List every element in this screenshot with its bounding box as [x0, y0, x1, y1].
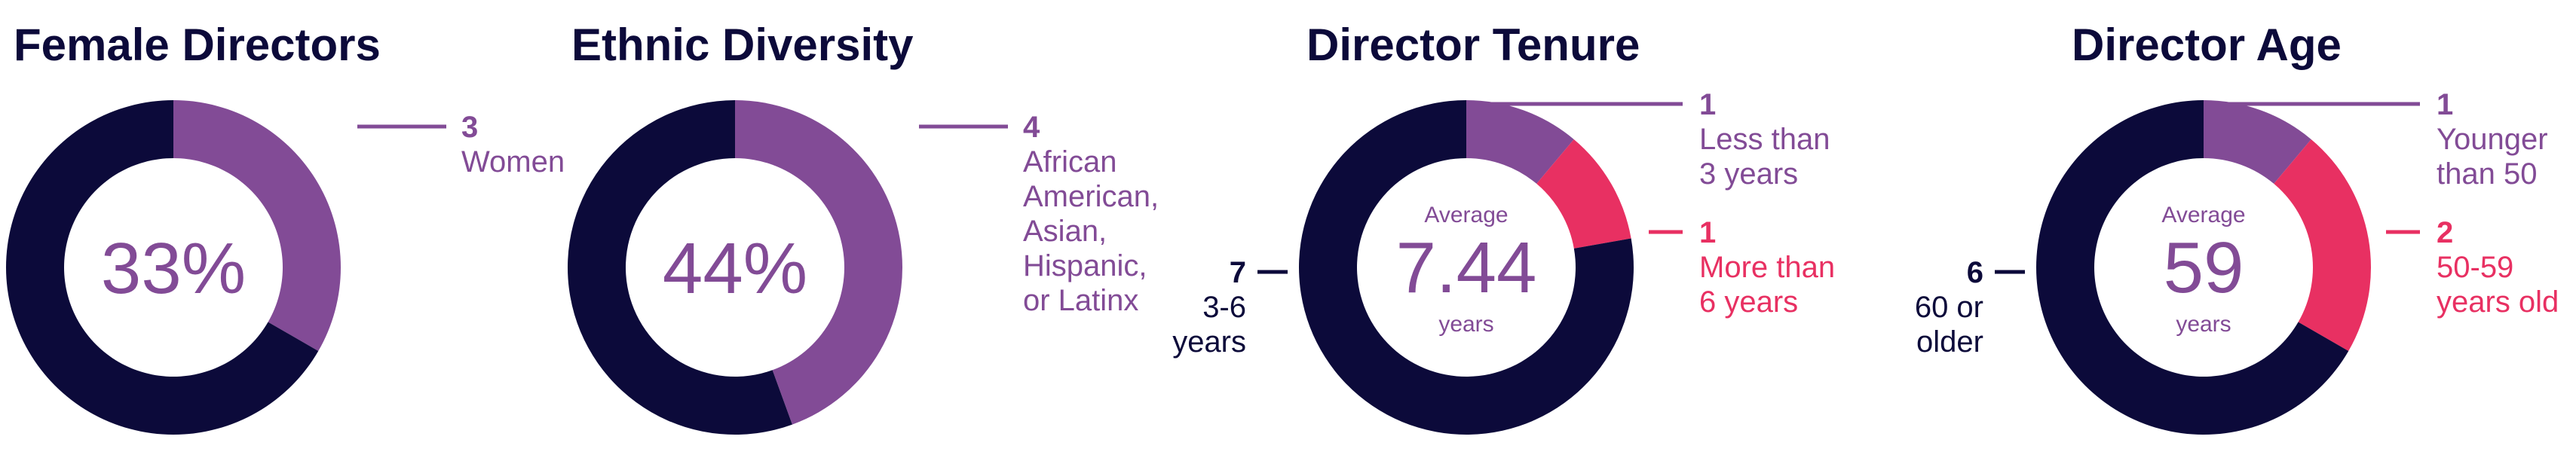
donut-slice: [2204, 100, 2311, 184]
slice-label-line: Women: [461, 145, 565, 179]
donut-slice: [6, 100, 319, 435]
slice-label-line: Less than: [1699, 123, 1830, 156]
center-unit: years: [2176, 312, 2231, 337]
chart-title: Director Tenure: [1306, 20, 1640, 70]
slice-label-line: 3 years: [1699, 157, 1798, 191]
donut-chart-2: Ethnic Diversity 44% 4AfricanAmerican,Asia…: [567, 20, 1159, 435]
slice-label-line: More than: [1699, 251, 1835, 284]
donut-slice: [1466, 100, 1574, 184]
chart-title: Female Directors: [14, 20, 381, 70]
slice-label-line: Younger: [2437, 123, 2548, 156]
donut-slice: [1299, 100, 1634, 435]
slice-count: 7: [1230, 256, 1246, 289]
chart-title: Ethnic Diversity: [571, 20, 914, 70]
slice-count: 1: [1699, 88, 1716, 121]
donut-slice: [735, 100, 902, 425]
slice-label-line: years: [1172, 325, 1246, 359]
slice-label-line: Asian,: [1023, 215, 1107, 248]
slice-label-line: years old: [2437, 285, 2559, 319]
center-value: 59: [2164, 227, 2244, 308]
center-caption: Average: [1424, 203, 1508, 227]
slice-label-line: African: [1023, 145, 1117, 179]
slice-label-line: 6 years: [1699, 285, 1798, 319]
slice-count: 1: [2437, 88, 2453, 121]
slice-count: 4: [1023, 111, 1040, 144]
slice-label-line: American,: [1023, 180, 1159, 213]
slice-label-line: older: [1916, 325, 1983, 359]
slice-count: 3: [461, 111, 478, 144]
slice-count: 6: [1967, 256, 1983, 289]
slice-count: 1: [1699, 216, 1716, 249]
center-value: 33%: [101, 228, 246, 309]
slice-label-line: Hispanic,: [1023, 249, 1147, 282]
chart-title: Director Age: [2072, 20, 2342, 70]
center-value: 44%: [663, 228, 807, 309]
center-value: 7.44: [1396, 227, 1537, 308]
center-caption: Average: [2161, 203, 2245, 227]
center-unit: years: [1438, 312, 1493, 337]
donut-slice: [2036, 100, 2349, 435]
slice-label-line: or Latinx: [1023, 284, 1138, 317]
slice-label-line: 3-6: [1202, 291, 1246, 324]
donut-slice: [2274, 139, 2371, 351]
slice-label-line: 60 or: [1915, 291, 1983, 324]
slice-count: 2: [2437, 216, 2453, 249]
slice-label-line: than 50: [2437, 157, 2537, 191]
slice-label-line: 50-59: [2437, 251, 2513, 284]
donut-slice: [1536, 139, 1631, 249]
donut-slice: [173, 100, 342, 351]
donut-slice: [567, 100, 792, 435]
